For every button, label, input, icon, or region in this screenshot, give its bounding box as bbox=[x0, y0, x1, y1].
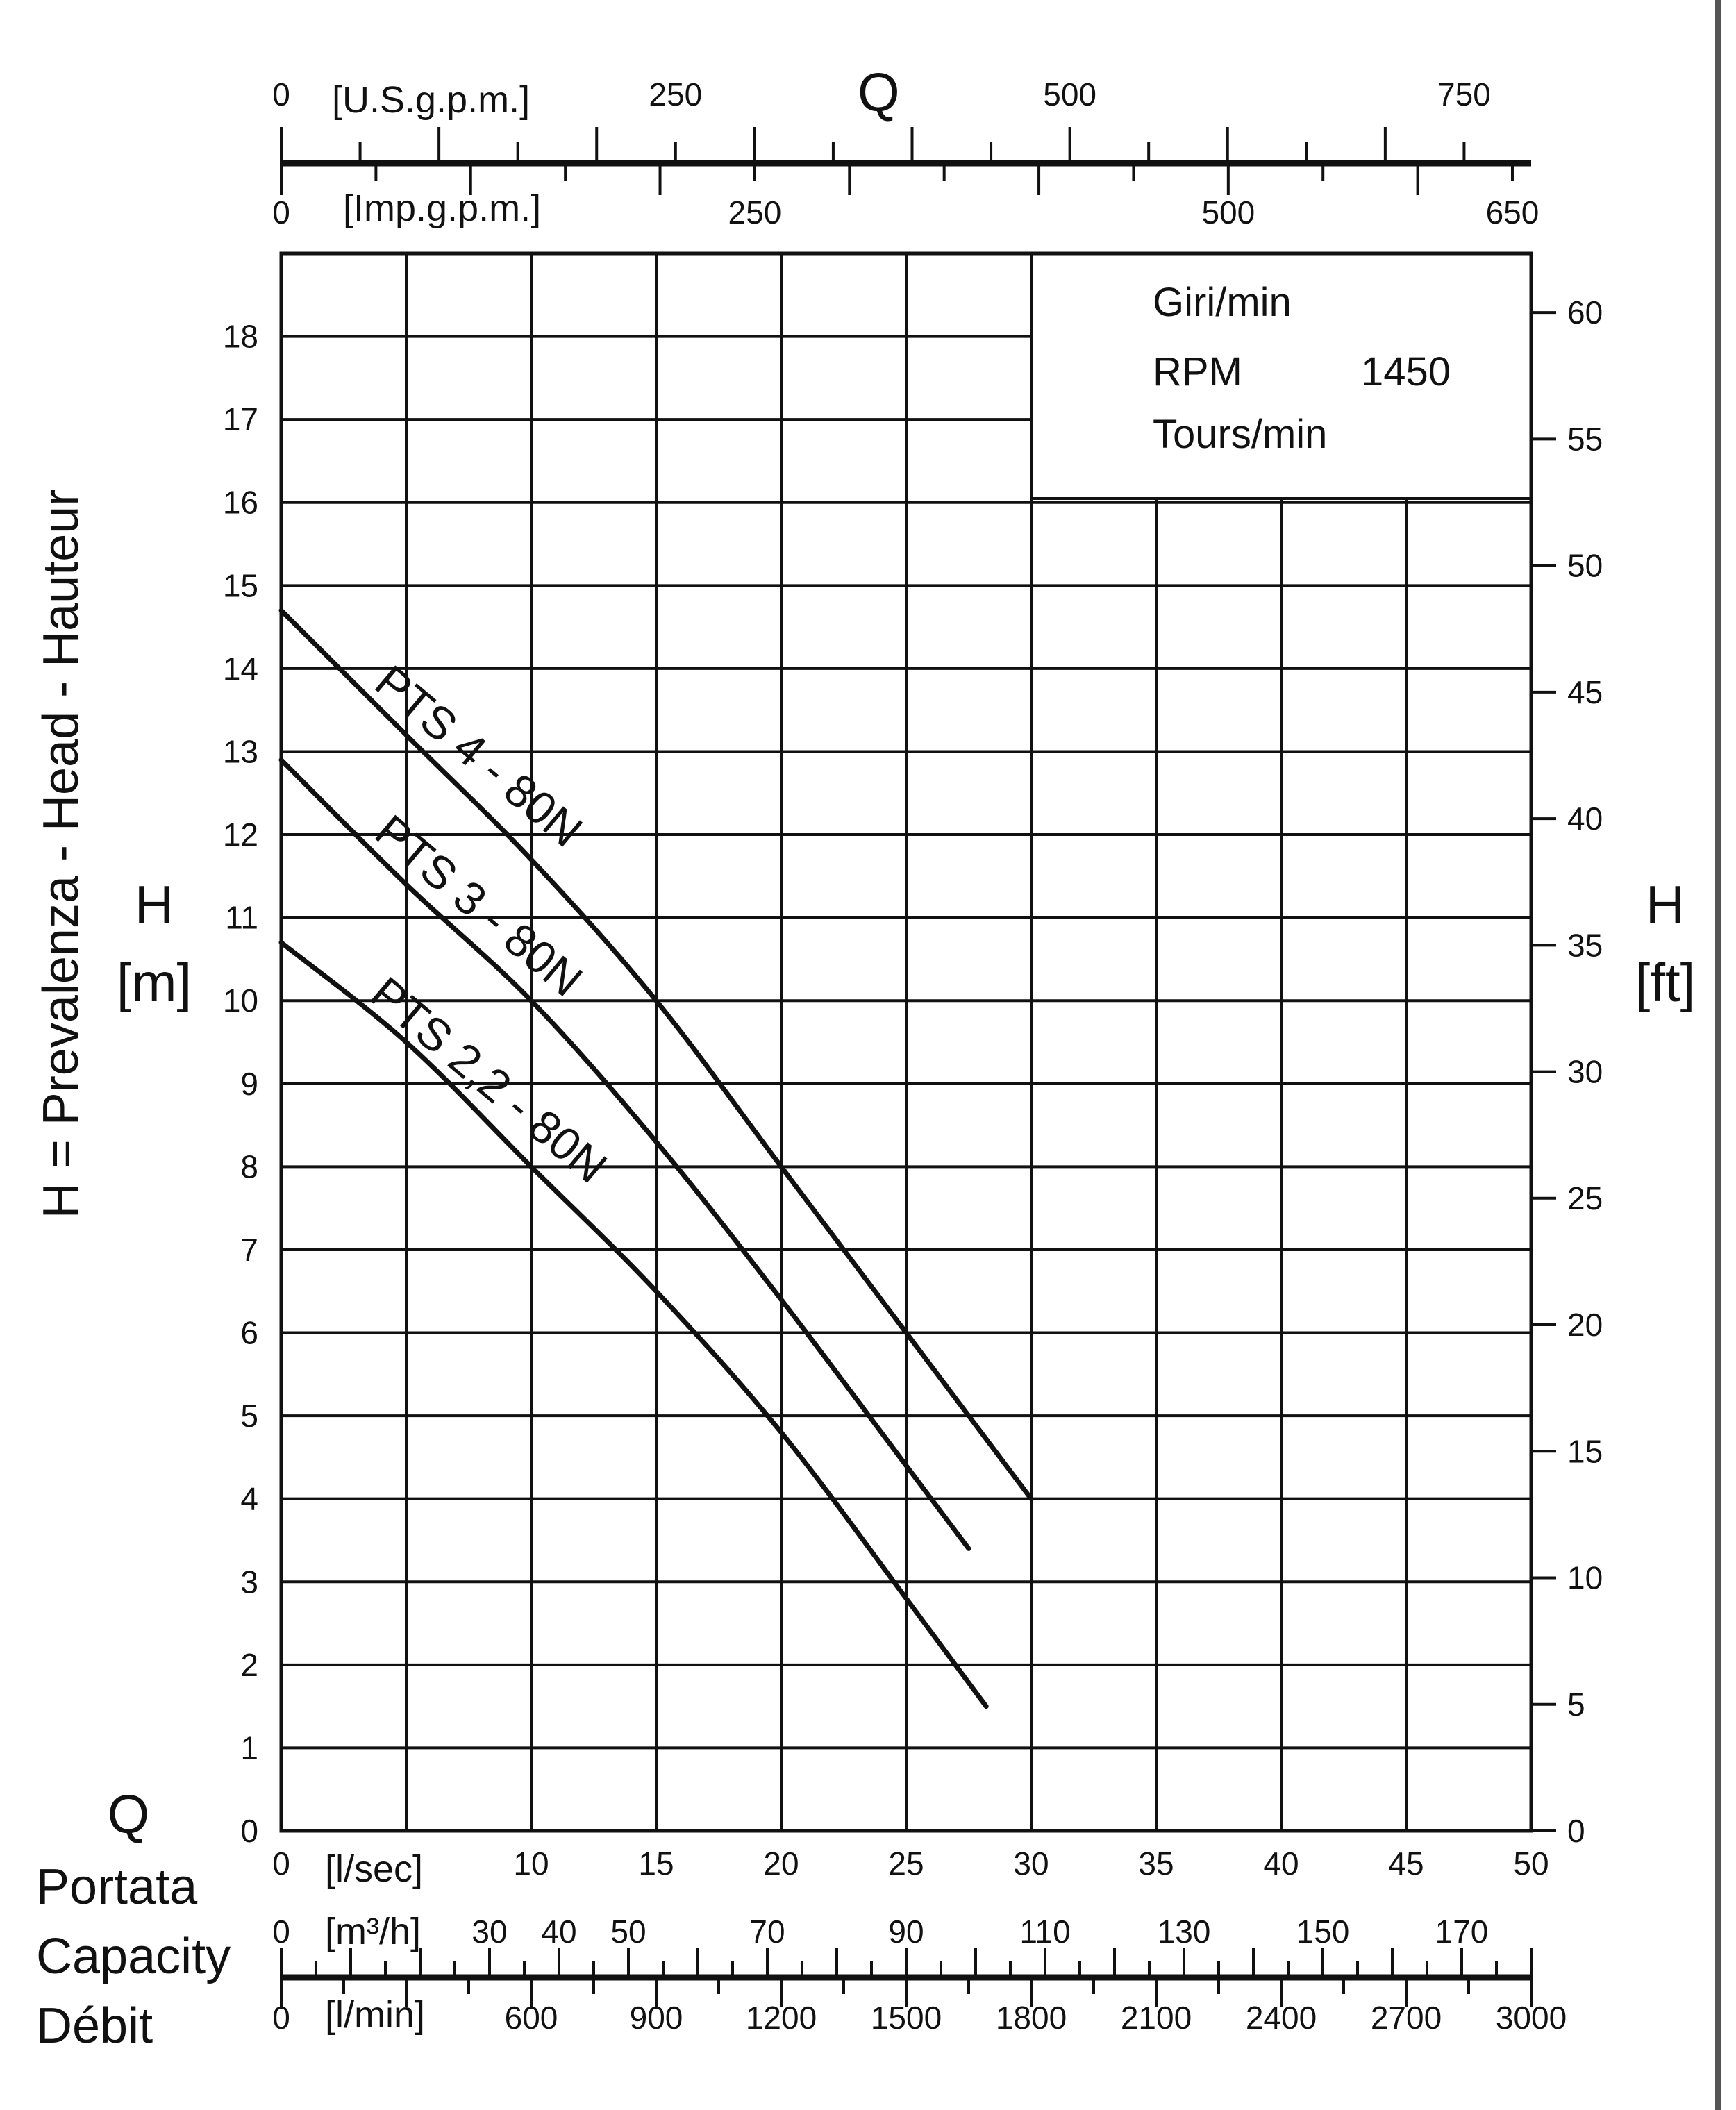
lmin-tick-label: 1800 bbox=[996, 2000, 1067, 2036]
usgpm-tick-label: 750 bbox=[1437, 76, 1491, 112]
lmin-tick-label: 2100 bbox=[1121, 2000, 1192, 2036]
y-tick-label: 3 bbox=[240, 1564, 258, 1600]
usgpm-unit-label: [U.S.g.p.m.] bbox=[332, 79, 530, 121]
y-tick-label: 0 bbox=[240, 1813, 258, 1849]
bottom-name-portata: Portata bbox=[36, 1859, 198, 1915]
speed-box-line3: Tours/min bbox=[1153, 412, 1327, 457]
m3h-tick-label: 90 bbox=[888, 1914, 924, 1950]
lmin-tick-label: 3000 bbox=[1496, 2000, 1567, 2036]
speed-box-line1: Giri/min bbox=[1153, 280, 1292, 325]
m3h-tick-label: 50 bbox=[610, 1914, 646, 1950]
y-axis-title: H = Prevalenza - Head - Hauteur bbox=[33, 489, 89, 1219]
impgpm-tick-label: 650 bbox=[1486, 194, 1539, 231]
y-tick-label: 6 bbox=[240, 1315, 258, 1351]
y-tick-label: 10 bbox=[223, 982, 258, 1019]
y-secondary-tick-label: 10 bbox=[1567, 1560, 1603, 1596]
y-primary-symbol: H bbox=[135, 874, 174, 935]
y-secondary-tick-label: 25 bbox=[1567, 1180, 1603, 1216]
impgpm-tick-label: 250 bbox=[728, 194, 782, 231]
x-tick-label: 30 bbox=[1013, 1845, 1049, 1882]
impgpm-unit-label: [Imp.g.p.m.] bbox=[343, 187, 541, 229]
pump-curve bbox=[278, 757, 971, 1551]
lmin-tick-label: 900 bbox=[630, 2000, 683, 2036]
x-tick-label: 45 bbox=[1388, 1845, 1424, 1882]
x-tick-label: 50 bbox=[1513, 1845, 1549, 1882]
top-q-symbol: Q bbox=[858, 62, 900, 123]
lmin-tick-label: 2700 bbox=[1371, 2000, 1442, 2036]
m3h-tick-label: 0 bbox=[272, 1914, 290, 1950]
bottom-name-debit: Débit bbox=[36, 1998, 153, 2054]
y-secondary-tick-label: 15 bbox=[1567, 1433, 1603, 1469]
y-secondary-tick-label: 20 bbox=[1567, 1307, 1603, 1343]
y-secondary-symbol: H bbox=[1646, 874, 1685, 935]
y-secondary-tick-label: 60 bbox=[1567, 294, 1603, 330]
m3h-unit-label: [m³/h] bbox=[325, 1911, 421, 1952]
pump-curve bbox=[278, 940, 989, 1709]
y-secondary-tick-label: 55 bbox=[1567, 421, 1603, 457]
y-secondary-tick-label: 40 bbox=[1567, 801, 1603, 837]
bottom-name-capacity: Capacity bbox=[36, 1929, 231, 1984]
bottom-q-symbol: Q bbox=[108, 1784, 150, 1845]
m3h-tick-label: 70 bbox=[749, 1914, 785, 1950]
y-tick-label: 4 bbox=[240, 1481, 258, 1517]
m3h-tick-label: 130 bbox=[1158, 1914, 1211, 1950]
axes: 0123456789101112131415161718051015202530… bbox=[223, 76, 1603, 2036]
usgpm-tick-label: 250 bbox=[649, 76, 702, 112]
impgpm-tick-label: 0 bbox=[272, 194, 290, 231]
y-tick-label: 13 bbox=[223, 733, 258, 769]
lmin-tick-label: 600 bbox=[505, 2000, 558, 2036]
y-tick-label: 14 bbox=[223, 651, 258, 687]
x-tick-label: 0 bbox=[272, 1845, 290, 1882]
y-secondary-unit: [ft] bbox=[1635, 952, 1696, 1013]
x-tick-label: 25 bbox=[888, 1845, 924, 1882]
m3h-tick-label: 30 bbox=[471, 1914, 507, 1950]
m3h-tick-label: 110 bbox=[1019, 1914, 1070, 1950]
y-secondary-tick-label: 30 bbox=[1567, 1054, 1603, 1090]
x-tick-label: 10 bbox=[513, 1845, 549, 1882]
y-tick-label: 8 bbox=[240, 1148, 258, 1184]
lmin-tick-label: 1500 bbox=[871, 2000, 942, 2036]
x-tick-label: 35 bbox=[1138, 1845, 1174, 1882]
y-tick-label: 2 bbox=[240, 1647, 258, 1683]
y-tick-label: 9 bbox=[240, 1066, 258, 1102]
y-tick-label: 1 bbox=[240, 1730, 258, 1766]
y-tick-label: 12 bbox=[223, 817, 258, 853]
y-secondary-tick-label: 5 bbox=[1567, 1686, 1585, 1723]
lsec-unit-label: [l/sec] bbox=[325, 1848, 423, 1890]
lmin-tick-label: 0 bbox=[272, 2000, 290, 2036]
usgpm-tick-label: 0 bbox=[272, 76, 290, 112]
lmin-unit-label: [l/min] bbox=[325, 1994, 425, 2036]
m3h-tick-label: 40 bbox=[541, 1914, 576, 1950]
y-secondary-tick-label: 35 bbox=[1567, 927, 1603, 963]
y-tick-label: 18 bbox=[223, 319, 258, 355]
y-primary-unit: [m] bbox=[117, 952, 192, 1013]
y-secondary-tick-label: 50 bbox=[1567, 548, 1603, 584]
y-secondary-tick-label: 0 bbox=[1567, 1813, 1585, 1849]
speed-box-rpm-value: 1450 bbox=[1361, 349, 1451, 394]
x-tick-label: 40 bbox=[1263, 1845, 1299, 1882]
speed-box-line2: RPM bbox=[1153, 349, 1242, 394]
y-tick-label: 5 bbox=[240, 1398, 258, 1434]
m3h-tick-label: 150 bbox=[1296, 1914, 1350, 1950]
y-tick-label: 17 bbox=[223, 401, 258, 437]
y-tick-label: 15 bbox=[223, 567, 258, 603]
grid bbox=[279, 251, 1533, 1833]
lmin-tick-label: 1200 bbox=[746, 2000, 817, 2036]
lmin-tick-label: 2400 bbox=[1246, 2000, 1317, 2036]
y-tick-label: 7 bbox=[240, 1232, 258, 1268]
y-tick-label: 16 bbox=[223, 485, 258, 521]
usgpm-tick-label: 500 bbox=[1043, 76, 1096, 112]
pump-curve bbox=[278, 608, 1034, 1502]
y-tick-label: 11 bbox=[225, 900, 258, 936]
x-tick-label: 20 bbox=[763, 1845, 799, 1882]
m3h-tick-label: 170 bbox=[1435, 1914, 1489, 1950]
x-tick-label: 15 bbox=[638, 1845, 674, 1882]
impgpm-tick-label: 500 bbox=[1201, 194, 1255, 231]
y-secondary-tick-label: 45 bbox=[1567, 674, 1603, 710]
